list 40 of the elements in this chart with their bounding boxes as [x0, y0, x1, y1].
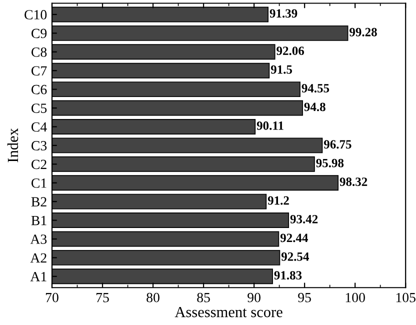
y-tick-label: C3 [32, 141, 47, 150]
y-tick-label: C1 [32, 178, 46, 188]
x-tick-label: 105 [396, 292, 416, 302]
data-label: 91.2 [268, 196, 289, 205]
data-label: 99.28 [350, 28, 377, 36]
x-tick-label: 80 [146, 292, 160, 302]
y-tick-label: C2 [32, 160, 46, 170]
data-label: 94.8 [304, 102, 326, 112]
y-tick-label: C4 [32, 122, 47, 132]
data-label: 94.55 [302, 84, 330, 92]
y-tick-label: A1 [30, 272, 46, 282]
y-axis-title: Index [7, 128, 18, 162]
x-tick-label: 90 [248, 292, 260, 302]
y-tick-label: C5 [32, 104, 47, 113]
y-tick-label: A3 [30, 234, 47, 244]
data-label: 93.42 [290, 215, 318, 224]
data-label: 96.75 [324, 140, 352, 149]
data-label: 91.39 [270, 9, 298, 18]
data-label: 90.11 [256, 121, 284, 130]
x-tick-label: 85 [197, 292, 210, 302]
data-label: 92.06 [276, 46, 304, 56]
data-label: 95.98 [316, 158, 344, 168]
data-label: 98.32 [340, 178, 368, 186]
y-tick-label: C10 [24, 10, 47, 20]
x-tick-label: 100 [346, 292, 365, 302]
x-tick-label: 70 [46, 292, 58, 302]
y-tick-label: C6 [32, 84, 47, 94]
x-tick-label: 75 [96, 293, 109, 302]
y-tick-label: B2 [31, 197, 46, 206]
x-tick-label: 95 [298, 292, 311, 302]
y-tick-label: A2 [30, 253, 46, 263]
data-label: 91.5 [270, 65, 292, 74]
x-axis-title: Assessment score [174, 306, 282, 318]
y-tick-label: C8 [32, 47, 47, 57]
y-tick-label: B1 [31, 216, 46, 226]
data-label: 92.44 [280, 234, 308, 242]
y-tick-label: C9 [32, 28, 47, 38]
data-label: 91.83 [274, 271, 302, 280]
data-label: 92.54 [281, 252, 309, 261]
y-tick-label: C7 [32, 66, 47, 76]
